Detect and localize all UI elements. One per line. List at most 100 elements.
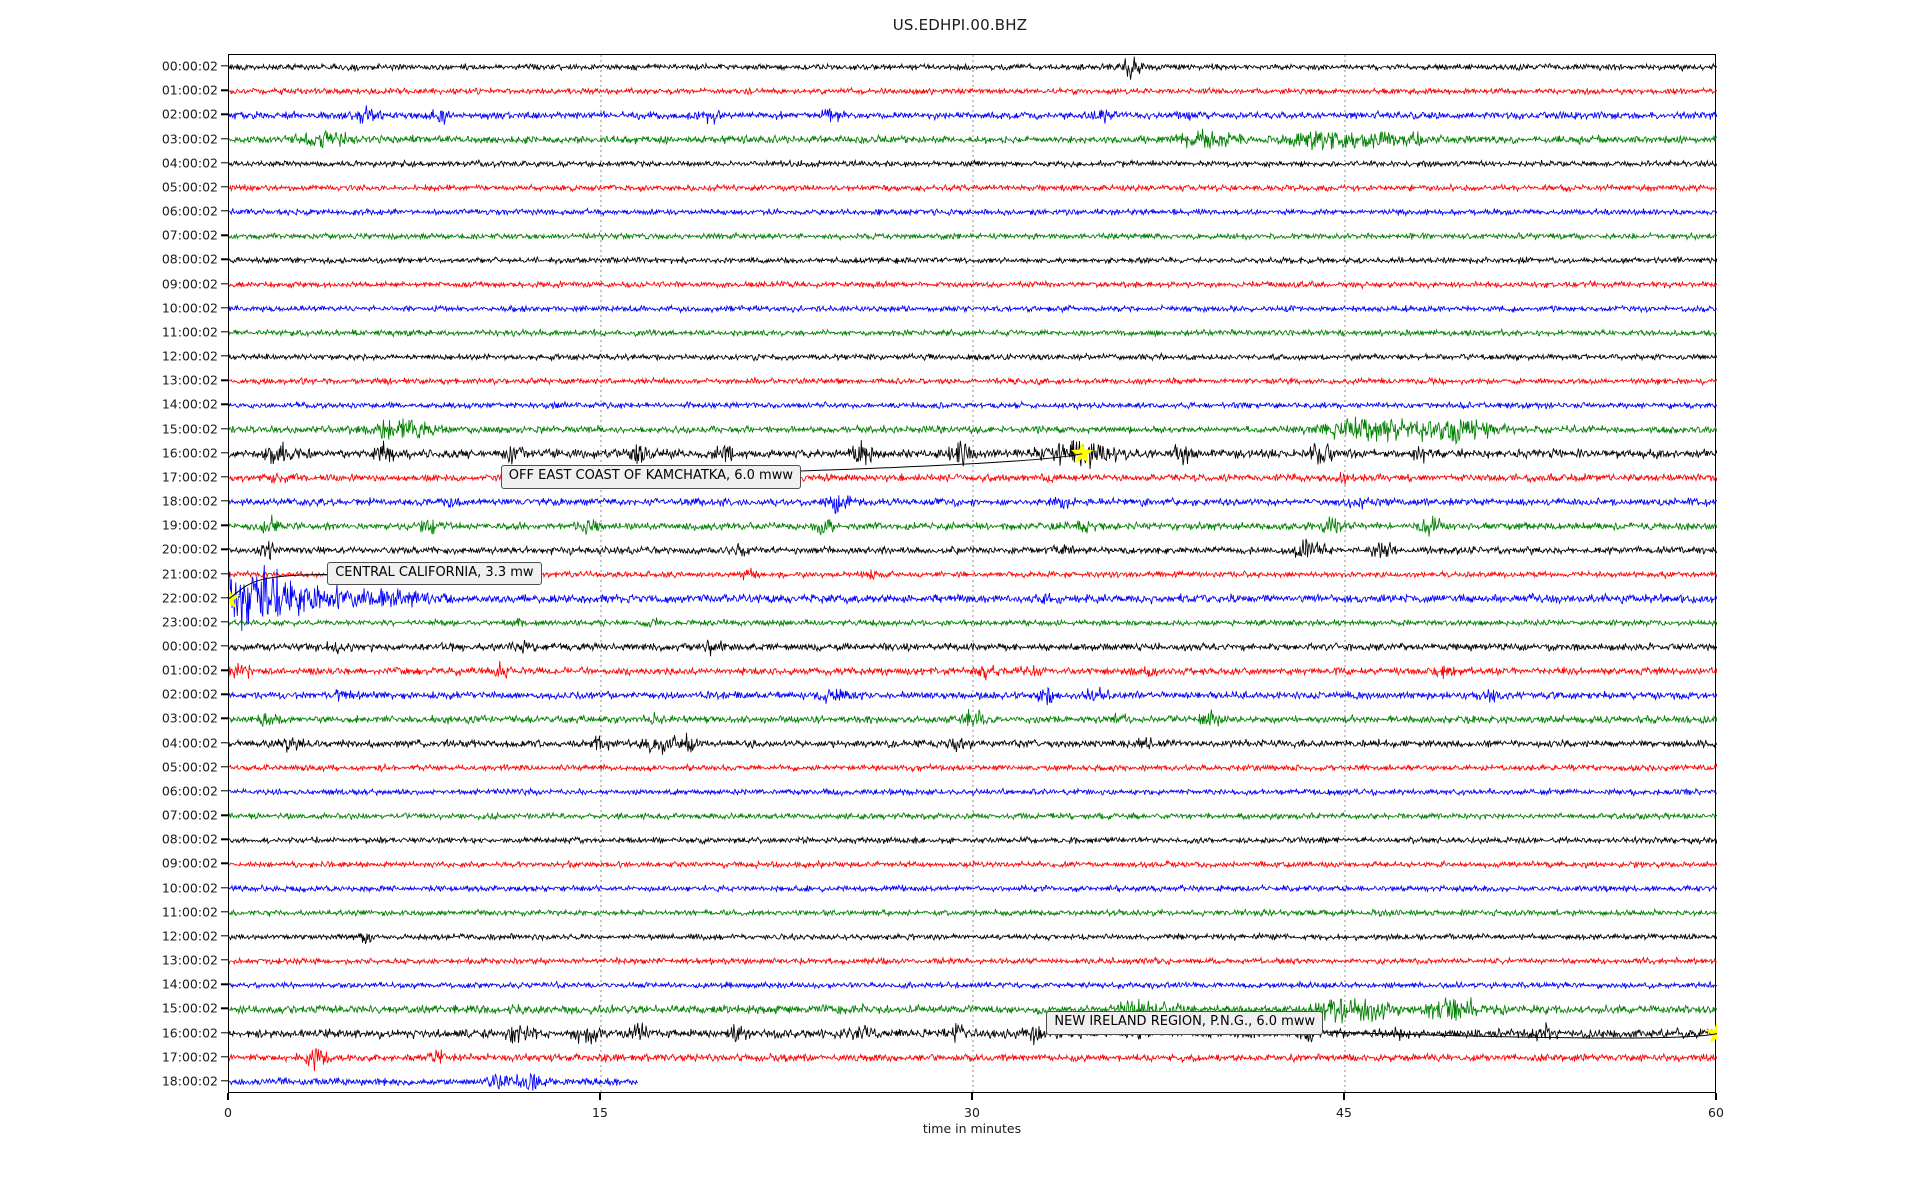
y-axis-tick-label: 01:00:02 <box>161 82 218 98</box>
trace-line <box>229 980 1717 990</box>
x-axis-label: time in minutes <box>922 1121 1022 1136</box>
y-axis-tick-label: 01:00:02 <box>161 662 218 678</box>
trace-line <box>229 661 1717 681</box>
y-axis-tick-label: 07:00:02 <box>161 807 218 823</box>
y-axis-tick-mark <box>221 645 228 647</box>
y-axis-tick-mark <box>221 258 228 261</box>
y-axis-tick-label: 11:00:02 <box>161 904 218 920</box>
y-axis-tick-label: 19:00:02 <box>161 517 218 533</box>
y-axis-tick-label: 07:00:02 <box>161 227 218 243</box>
trace-line <box>229 835 1717 846</box>
y-axis-tick-label: 12:00:02 <box>161 928 218 944</box>
y-axis-tick-label: 03:00:02 <box>161 710 218 726</box>
y-axis-tick-label: 15:00:02 <box>161 421 218 437</box>
trace-line <box>229 207 1717 218</box>
y-axis-tick-label: 12:00:02 <box>161 348 218 364</box>
y-axis-tick-label: 15:00:02 <box>161 1000 218 1016</box>
trace-line <box>229 762 1717 773</box>
x-axis-tick-label: 15 <box>592 1105 608 1120</box>
trace-line <box>229 400 1717 411</box>
y-axis-tick-mark <box>221 621 228 623</box>
x-axis-tick-label: 0 <box>224 1105 232 1120</box>
x-axis-tick-label: 30 <box>964 1105 980 1120</box>
y-axis-tick-label: 11:00:02 <box>161 324 218 340</box>
y-axis-tick-mark <box>221 451 228 454</box>
y-axis-tick-label: 13:00:02 <box>161 952 218 968</box>
event-annotation-label[interactable]: CENTRAL CALIFORNIA, 3.3 mw <box>327 561 542 586</box>
y-axis-tick-mark <box>221 741 228 744</box>
y-axis-tick-mark <box>221 717 228 720</box>
y-axis-tick-label: 23:00:02 <box>161 614 218 630</box>
x-axis-tick-mark <box>599 1093 601 1100</box>
y-axis-tick-mark <box>221 838 228 840</box>
page-title: US.EDHPI.00.BHZ <box>892 16 1028 34</box>
y-axis-tick-label: 04:00:02 <box>161 155 218 171</box>
y-axis-tick-mark <box>221 790 228 792</box>
trace-line <box>229 883 1717 894</box>
trace-line <box>229 686 1717 706</box>
trace-line <box>229 639 1717 657</box>
y-axis-tick-label: 20:00:02 <box>161 541 218 557</box>
event-star-marker[interactable] <box>1070 441 1094 464</box>
y-axis-tick-label: 22:00:02 <box>161 590 218 606</box>
trace-line <box>229 786 1717 798</box>
trace-line <box>229 128 1717 151</box>
y-axis-tick-mark <box>221 65 228 67</box>
y-axis-tick-label: 18:00:02 <box>161 1073 218 1089</box>
y-axis-tick-mark <box>221 89 228 91</box>
trace-line <box>229 1072 639 1091</box>
trace-line <box>229 376 1717 387</box>
y-axis-tick-label: 14:00:02 <box>161 396 218 412</box>
seismogram-traces <box>229 56 1717 1091</box>
trace-line <box>229 440 1717 469</box>
x-axis-tick-mark <box>1715 1093 1717 1100</box>
trace-line <box>229 351 1717 362</box>
y-axis-tick-mark <box>221 766 228 768</box>
y-axis-tick-labels: 00:00:02 01:00:02 02:00:02 03:00:02 04:00:02… <box>100 54 228 1093</box>
y-axis-tick-label: 05:00:02 <box>161 759 218 775</box>
trace-line <box>229 279 1717 290</box>
trace-line <box>229 1022 1717 1046</box>
y-axis-tick-mark <box>221 355 228 357</box>
trace-line <box>229 859 1717 870</box>
y-axis-tick-mark <box>221 1007 228 1010</box>
trace-line <box>229 231 1717 242</box>
trace-line <box>229 255 1717 266</box>
y-axis-tick-label: 03:00:02 <box>161 131 218 147</box>
y-axis-tick-label: 06:00:02 <box>161 203 218 219</box>
y-axis-tick-mark <box>221 307 228 309</box>
trace-line <box>229 564 1717 631</box>
event-annotation-label[interactable]: OFF EAST COAST OF KAMCHATKA, 6.0 mww <box>500 464 801 489</box>
y-axis-tick-label: 16:00:02 <box>161 1025 218 1041</box>
y-axis-tick-label: 09:00:02 <box>161 276 218 292</box>
trace-line <box>229 617 1717 628</box>
trace-line <box>229 416 1717 446</box>
y-axis-tick-mark <box>221 524 228 526</box>
trace-line <box>229 811 1717 822</box>
trace-line <box>229 468 1717 485</box>
y-axis-tick-label: 00:00:02 <box>161 58 218 74</box>
y-axis-tick-mark <box>221 935 228 937</box>
y-axis-tick-mark <box>221 113 228 116</box>
y-axis-tick-label: 06:00:02 <box>161 783 218 799</box>
event-star-marker[interactable] <box>1705 1021 1717 1044</box>
y-axis-tick-label: 09:00:02 <box>161 855 218 871</box>
y-axis-tick-mark <box>221 1031 228 1034</box>
y-axis-tick-label: 02:00:02 <box>161 686 218 702</box>
y-axis-tick-mark <box>221 548 228 551</box>
y-axis-tick-label: 04:00:02 <box>161 735 218 751</box>
trace-line <box>229 538 1717 561</box>
event-star-marker[interactable] <box>229 586 241 609</box>
trace-line <box>229 327 1717 339</box>
y-axis-tick-mark <box>221 959 228 961</box>
x-axis-tick-mark <box>1343 1093 1345 1100</box>
event-annotation-label[interactable]: NEW IRELAND REGION, P.N.G., 6.0 mww <box>1046 1010 1324 1035</box>
trace-line <box>229 732 1717 755</box>
trace-line <box>229 495 1717 514</box>
y-axis-tick-mark <box>221 983 228 985</box>
y-axis-tick-mark <box>221 862 228 865</box>
y-axis-tick-label: 00:00:02 <box>161 638 218 654</box>
trace-line <box>229 907 1717 918</box>
y-axis-tick-mark <box>221 282 228 285</box>
